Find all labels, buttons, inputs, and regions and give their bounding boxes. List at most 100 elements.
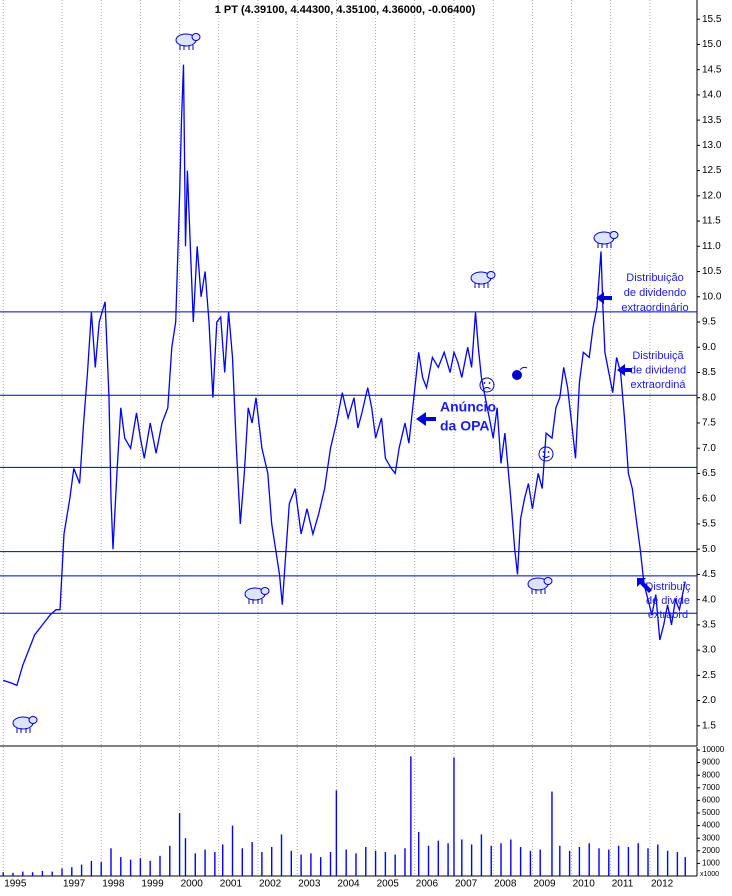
bomb-fuse [519,366,528,371]
bull-icon [12,716,38,733]
volume-bar [149,860,151,876]
y-tick-label: 4000 [702,821,720,830]
volume-bar [222,844,224,876]
y-tick-label: 6.5 [702,468,716,479]
volume-bar [355,853,357,876]
volume-bar [666,850,669,876]
volume-bar [31,872,34,876]
volume-bar [290,850,293,876]
y-tick-label: 2.0 [702,695,716,706]
volume-bar [310,853,312,876]
y-tick-label: 1.5 [702,720,716,731]
volume-bar [159,855,161,876]
annotation: de dividend [630,364,686,376]
volume-bar [568,850,571,876]
y-tick-label: 7.0 [702,443,716,454]
volume-bar [178,813,181,876]
volume-bar [100,862,102,876]
icon-head [28,716,38,724]
volume-bar [231,825,234,876]
volume-bar [647,848,649,876]
volume-bar [519,847,522,876]
y-tick-label: 5000 [702,808,720,817]
volume-bar [384,852,387,876]
volume-bar [394,854,396,876]
volume-bar [22,871,24,876]
x-tick-label: 2007 [455,879,478,890]
volume-bar [90,860,93,876]
eye [483,382,486,384]
x-tick-label: 1995 [4,879,27,890]
arrow [416,412,436,426]
y-tick-label: 6000 [702,796,720,805]
volume-bar [51,871,53,876]
arrow [596,292,612,304]
volume-bar [461,839,463,876]
mouth [483,387,491,390]
volume-bar [490,845,492,876]
eye [542,451,545,453]
volume-bar [578,847,581,876]
volume-bar [470,844,473,876]
volume-bar [404,848,406,876]
volume-bar [453,757,455,876]
volume-bar [120,857,122,876]
volume-bar [194,853,196,876]
volume-bar [345,849,347,876]
x-tick-label: 1997 [63,879,86,890]
y-tick-label: 7000 [702,783,720,792]
annotation: Distribuição [626,272,683,284]
icon-head [486,271,496,279]
y-tick-label: 8.5 [702,367,716,378]
volume-bar [129,859,132,876]
x-tick-label: 2010 [573,879,596,890]
volume-bar [204,849,206,876]
y-tick-label: 10000 [702,745,725,754]
x-tick-label: 1998 [102,879,125,890]
y-tick-label: 14.0 [702,90,722,101]
face [479,377,495,393]
volume-bar [480,834,483,876]
volume-bar [539,849,541,876]
volume-bar [80,864,83,876]
y-tick-label: 3.5 [702,620,716,631]
volume-bar [280,834,283,876]
y-tick-label: 5.0 [702,544,716,555]
volume-bar [410,756,412,876]
volume-bar [271,847,273,876]
volume-bar [184,838,187,876]
volume-bar [617,845,620,876]
volume-bar [427,845,430,876]
volume-bar [335,790,338,876]
y-tick-label: 15.0 [702,39,722,50]
volume-bar [598,848,600,876]
x-tick-label: 2008 [494,879,517,890]
y-tick-label: 4.0 [702,594,716,605]
face-icon [538,446,554,462]
volume-bar [61,868,63,876]
volume-bar [657,844,659,876]
volume-bar [300,854,302,876]
chart-title: 1 PT (4.39100, 4.44300, 4.35100, 4.36000… [215,4,476,16]
volume-bar [417,831,420,876]
volume-bar [12,872,14,876]
arrow [617,364,632,376]
volume-bar [676,852,679,876]
volume-bar [627,847,630,876]
y-tick-label: 5.5 [702,519,716,530]
y-tick-label: 13.0 [702,140,722,151]
face-icon [479,377,495,393]
bear-icon [593,231,619,248]
y-tick-label: 13.5 [702,115,722,126]
annotation: da OPA [440,418,490,434]
annotation: Distribuiç [645,581,691,593]
x-tick-label: 2000 [181,879,204,890]
bear-icon [175,33,201,50]
volume-bar [251,841,253,876]
volume-bar [510,839,512,876]
y-tick-label: 12.0 [702,190,722,201]
volume-bar [139,858,142,876]
y-tick-label: 10.0 [702,291,722,302]
eye [547,451,550,453]
annotation: de divide [646,595,690,607]
